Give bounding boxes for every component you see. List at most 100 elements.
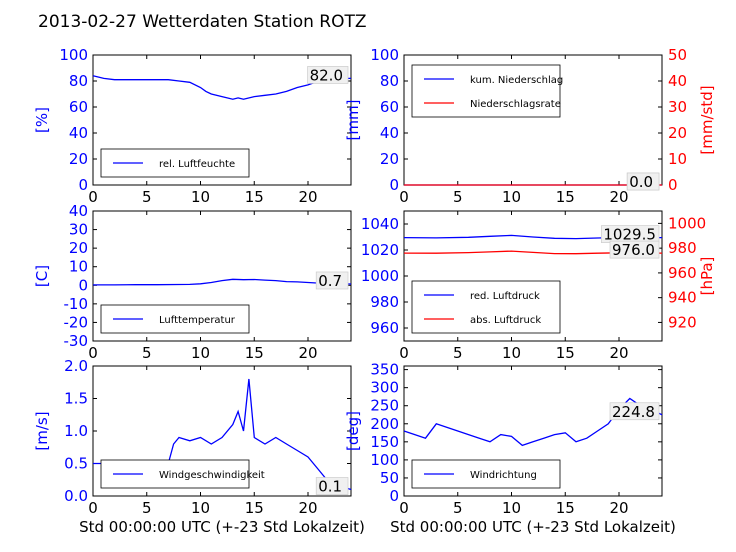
x-tick-label: 20: [298, 499, 317, 517]
y-tick-label: 40: [380, 124, 399, 142]
y-tick-label: 0: [389, 176, 399, 194]
y-tick-label: 350: [370, 361, 399, 379]
x-tick-label: 0: [399, 188, 409, 206]
y-tick-label: 0: [78, 276, 88, 294]
plot-frame: [92, 54, 352, 186]
y-tick-label: 50: [380, 469, 399, 487]
x-tick-label: 15: [245, 188, 264, 206]
y-tick-label: 30: [69, 221, 88, 239]
y2-tick-label: 0: [668, 176, 678, 194]
legend-label: kum. Niederschlag: [470, 75, 563, 86]
y2-tick-label: 980: [668, 239, 697, 257]
y-tick-label: -10: [64, 295, 89, 313]
legend-label: red. Luftdruck: [470, 291, 540, 302]
x-tick-label: 5: [453, 188, 463, 206]
plot-frame: [92, 210, 352, 342]
y2-tick-label: 960: [668, 264, 697, 282]
y-axis-label: [deg]: [344, 411, 362, 451]
series-line: [92, 75, 351, 100]
x-tick-label: 15: [245, 499, 264, 517]
x-tick-label: 20: [298, 188, 317, 206]
y-tick-label: 1000: [361, 267, 399, 285]
y-tick-label: 40: [69, 202, 88, 220]
y-axis-label: [%]: [33, 107, 51, 133]
x-tick-label: 15: [556, 188, 575, 206]
y-tick-label: 80: [380, 72, 399, 90]
value-annotation: 1029.5: [603, 226, 656, 244]
x-tick-label: 20: [298, 344, 317, 362]
y-tick-label: 1020: [361, 241, 399, 259]
x-tick-label: 20: [609, 344, 628, 362]
y-tick-label: 0.5: [64, 455, 88, 473]
y-tick-label: 250: [370, 397, 399, 415]
value-annotation-bg: [609, 402, 660, 421]
x-tick-label: 10: [191, 344, 210, 362]
x-tick-label: 0: [88, 499, 98, 517]
y-tick-label: -30: [64, 332, 89, 350]
y-tick-label: 20: [69, 150, 88, 168]
x-tick-label: 20: [609, 499, 628, 517]
value-annotation-bg: [315, 271, 349, 290]
x-axis-label: Std 00:00:00 UTC (+-23 Std Lokalzeit): [390, 518, 676, 536]
x-tick-label: 0: [399, 344, 409, 362]
y-tick-label: 0: [78, 176, 88, 194]
y-tick-label: 0: [389, 487, 399, 505]
legend-box: [411, 64, 561, 118]
y-tick-label: -20: [64, 313, 89, 331]
y2-tick-label: 1000: [668, 214, 706, 232]
figure-title: 2013-02-27 Wetterdaten Station ROTZ: [38, 12, 367, 32]
y-tick-label: 20: [380, 150, 399, 168]
y2-tick-label: 40: [668, 72, 687, 90]
legend-label: abs. Luftdruck: [470, 315, 541, 326]
panel-precipitation: 0 5 10 15 20 0 20 40 60 80 100 0 10 20 30 40 50 [mm] [mm/s…: [344, 46, 716, 206]
legend-label: Niederschlagsrate: [470, 99, 561, 110]
x-tick-label: 5: [142, 344, 152, 362]
x-tick-label: 5: [142, 499, 152, 517]
legend-box: [100, 304, 250, 334]
value-annotation: 0.1: [318, 478, 342, 496]
y-tick-label: 300: [370, 379, 399, 397]
x-tick-label: 5: [453, 344, 463, 362]
legend-label: Windgeschwindigkeit: [159, 470, 265, 481]
x-tick-label: 20: [609, 188, 628, 206]
y2-tick-label: 30: [668, 98, 687, 116]
y-tick-label: 80: [69, 72, 88, 90]
y2-tick-label: 50: [668, 46, 687, 64]
legend-box: [411, 280, 561, 334]
legend-label: rel. Luftfeuchte: [159, 159, 235, 170]
value-annotation: 82.0: [310, 66, 343, 84]
x-tick-label: 15: [556, 344, 575, 362]
x-tick-label: 10: [191, 188, 210, 206]
y-tick-label: 2.0: [64, 357, 88, 375]
series-line: [93, 278, 352, 286]
y-tick-label: 40: [69, 124, 88, 142]
y-tick-label: 100: [370, 451, 399, 469]
value-annotation-bg: [315, 477, 349, 495]
y2-tick-label: 10: [668, 150, 687, 168]
panel-windspeed: 0 5 10 15 20 0.0 0.5 1.0 1.5 2.0 [m/s] Std 00:00:00…: [33, 357, 365, 536]
value-annotation-2-bg: [626, 172, 660, 191]
y-tick-label: 20: [69, 239, 88, 257]
y-axis-label: [mm]: [344, 100, 362, 141]
y-tick-label: 60: [69, 98, 88, 116]
y-axis-label: [m/s]: [33, 411, 51, 450]
y-tick-label: 10: [69, 258, 88, 276]
y-tick-label: 100: [59, 46, 88, 64]
y2-tick-label: 20: [668, 124, 687, 142]
y-tick-label: 960: [370, 319, 399, 337]
x-tick-label: 10: [502, 499, 521, 517]
y-tick-label: 100: [370, 46, 399, 64]
x-tick-label: 10: [191, 499, 210, 517]
y-tick-label: 150: [370, 433, 399, 451]
value-annotation: 224.8: [612, 403, 655, 421]
x-tick-label: 0: [399, 499, 409, 517]
x-tick-label: 0: [88, 344, 98, 362]
y-tick-label: 1.0: [64, 422, 88, 440]
y-tick-label: 1.5: [64, 390, 88, 408]
x-tick-label: 10: [502, 188, 521, 206]
x-tick-label: 15: [556, 499, 575, 517]
value-annotation-2: 0.0: [629, 173, 653, 191]
panel-pressure: 0 5 10 15 20 960 980 1000 1020 1040 920 940 960 980 10…: [361, 210, 716, 362]
y2-tick-label: 940: [668, 289, 697, 307]
